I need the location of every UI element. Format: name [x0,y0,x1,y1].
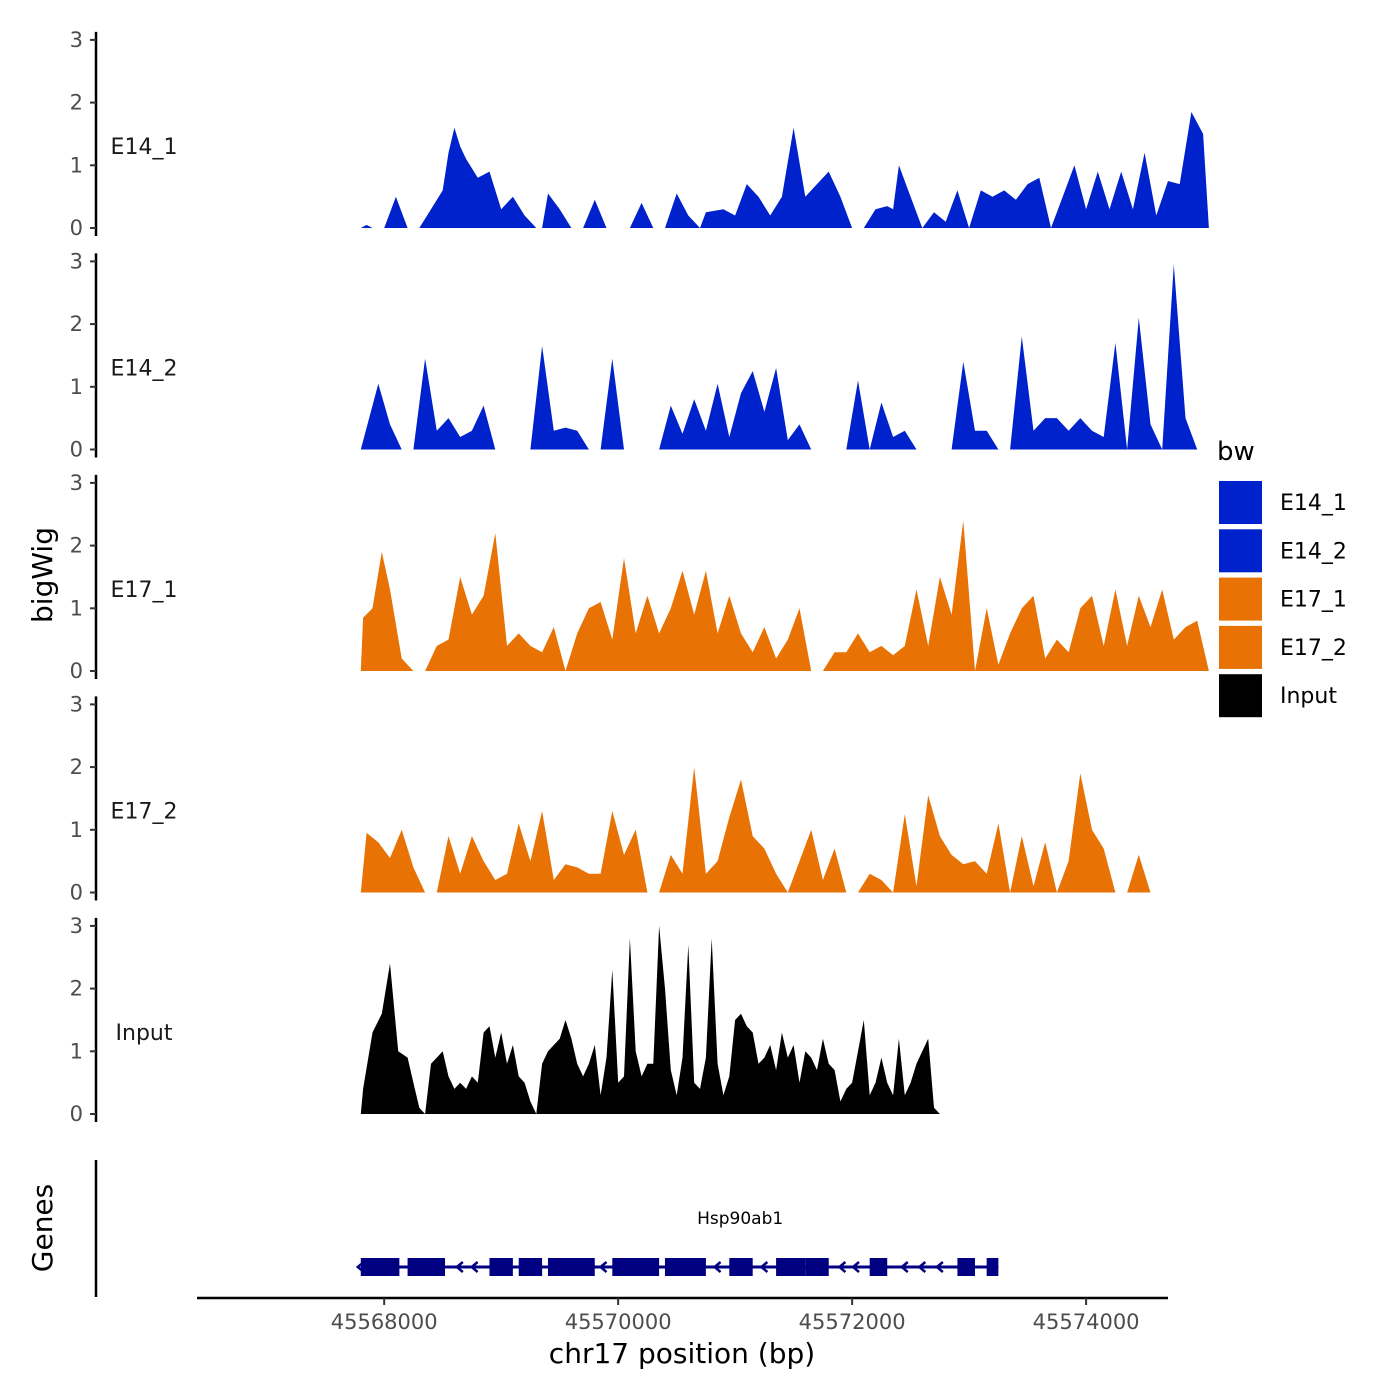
exon [729,1258,753,1276]
coverage-area-E14_1 [360,112,1209,228]
tracks: 0 1 2 3 E14_1 0 1 2 3 E14_2 0 1 2 3 E17_1 0 1 2 3 E17_2 0 1 2 3… [70,28,1209,1126]
strand-arrow [469,1261,479,1273]
coverage-area-Input [360,925,940,1114]
x-tick-label: 45574000 [1033,1310,1140,1334]
legend-swatch-E14_1 [1219,481,1262,524]
y-tick-label: 1 [70,1039,83,1063]
gene-name-label: Hsp90ab1 [697,1209,783,1229]
track-Input: 0 1 2 3 Input [70,914,940,1126]
y-tick-label: 2 [70,755,83,779]
track-label: E14_2 [111,356,178,381]
legend-swatch-E17_1 [1219,577,1262,621]
y-tick-label: 0 [70,1102,83,1126]
exon [986,1258,999,1276]
y-tick-label: 3 [70,249,83,273]
coverage-area-E17_1 [360,520,1209,671]
coverage-area-E14_2 [360,264,1198,450]
x-axis-title: chr17 position (bp) [549,1337,815,1370]
exon [547,1258,595,1276]
strand-arrow [899,1261,909,1273]
x-tick-label: 45568000 [331,1310,438,1334]
y-tick-label: 3 [70,692,83,716]
track-label: E17_1 [111,578,178,603]
legend-label: E14_1 [1280,491,1347,516]
x-tick-label: 45570000 [565,1310,672,1334]
y-tick-label: 1 [70,818,83,842]
strand-arrow [355,1261,365,1273]
genes-track: Hsp90ab1 [94,1160,999,1297]
strand-arrow [454,1261,464,1273]
exon [869,1258,888,1276]
genes-axis-title: Genes [26,1184,59,1272]
strand-arrow [934,1261,944,1273]
legend-swatch-E17_2 [1219,625,1262,669]
y-tick-label: 2 [70,91,83,115]
y-tick-label: 0 [70,881,83,905]
y-tick-label: 0 [70,659,83,683]
legend-label: Input [1280,684,1337,709]
exon [489,1258,513,1276]
strand-arrow [837,1261,847,1273]
strand-arrow [917,1261,927,1273]
coverage-area-E17_2 [360,767,1151,893]
track-label: E17_2 [111,799,178,824]
track-label: E14_1 [111,135,178,160]
y-tick-label: 0 [70,438,83,462]
legend-swatch-Input [1219,674,1262,718]
y-tick-label: 2 [70,312,83,336]
track-E14_1: 0 1 2 3 E14_1 [70,28,1209,240]
y-tick-label: 3 [70,914,83,938]
y-axis-title: bigWig [26,527,59,623]
y-tick-label: 1 [70,153,83,177]
x-axis: 45568000 45570000 45572000 45574000 [197,1296,1168,1334]
y-tick-label: 2 [70,977,83,1001]
track-label: Input [116,1021,173,1046]
track-E17_2: 0 1 2 3 E17_2 [70,692,1151,905]
x-tick-label: 45572000 [799,1310,906,1334]
exon [776,1258,806,1276]
legend-swatch-E14_2 [1219,529,1262,573]
track-E17_1: 0 1 2 3 E17_1 [70,471,1209,683]
exon [612,1258,660,1276]
legend-title: bw [1217,437,1255,467]
track-E14_2: 0 1 2 3 E14_2 [70,249,1198,462]
y-tick-label: 0 [70,216,83,240]
strand-arrow [598,1261,608,1273]
exon [957,1258,975,1276]
legend-label: E14_2 [1280,539,1347,564]
strand-arrow [851,1261,860,1273]
strand-arrow [712,1261,722,1273]
strand-arrow [759,1261,769,1273]
legend-label: E17_1 [1280,588,1347,613]
legend: bw E14_1 E14_2 E17_1 E17_2 Input [1217,437,1347,718]
exon [805,1258,829,1276]
y-tick-label: 1 [70,596,83,620]
exon [407,1258,446,1276]
exon [664,1258,706,1276]
y-tick-label: 3 [70,28,83,52]
exon [518,1258,543,1276]
y-tick-label: 1 [70,375,83,399]
y-tick-label: 3 [70,471,83,495]
exon [360,1258,400,1276]
legend-label: E17_2 [1280,636,1347,661]
y-tick-label: 2 [70,534,83,558]
